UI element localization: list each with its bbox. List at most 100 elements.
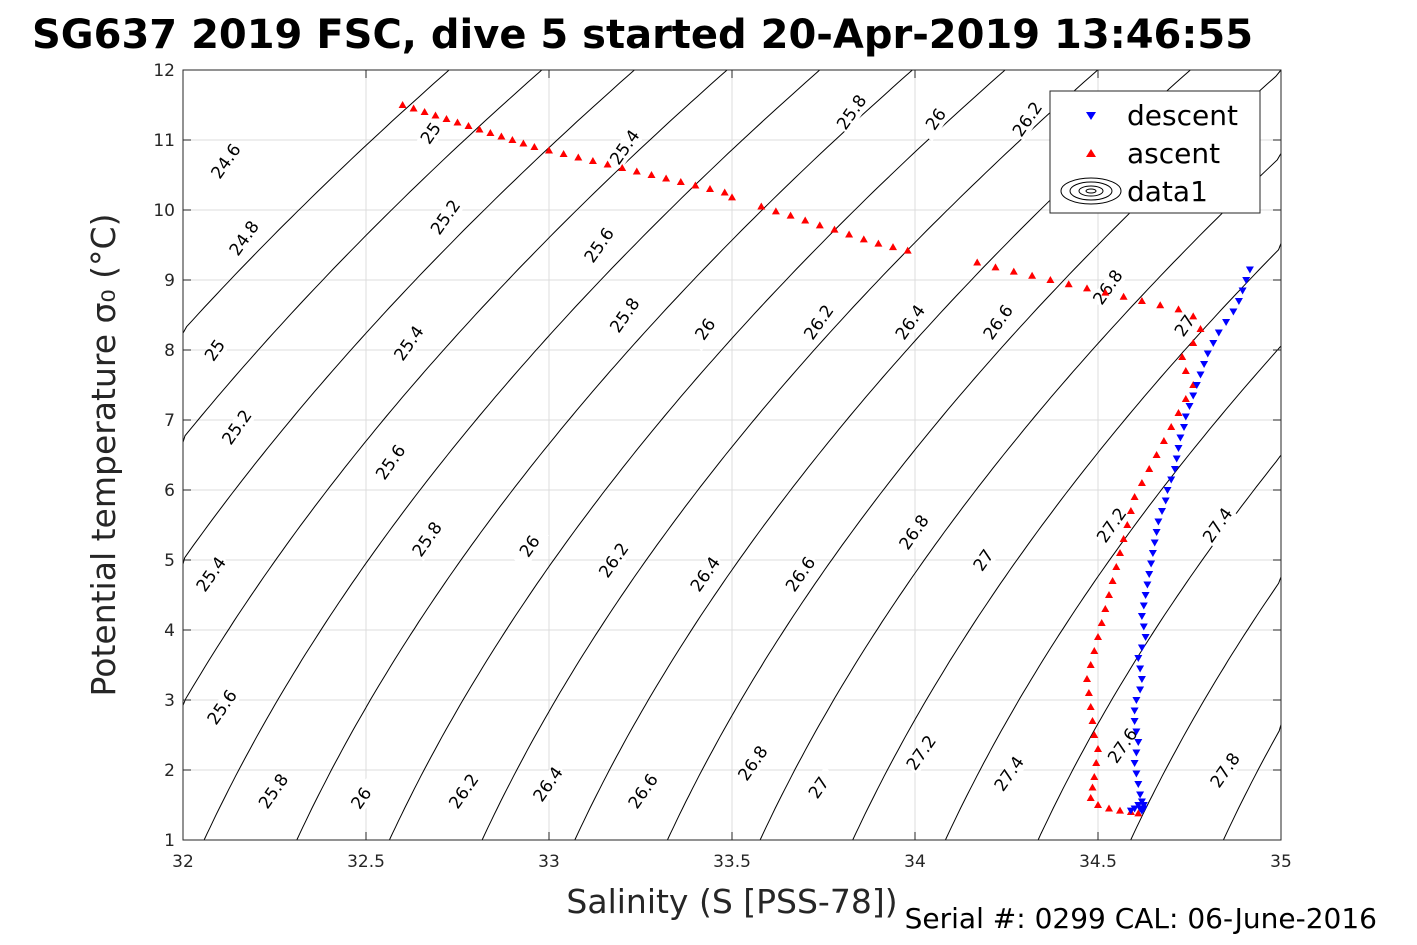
contour-line <box>296 69 913 841</box>
contour-label-bg <box>256 770 293 814</box>
ascent-point <box>728 193 736 201</box>
legend-descent-label: descent <box>1127 99 1238 132</box>
descent-point <box>1143 581 1152 589</box>
contour-label-bg <box>219 406 257 450</box>
descent-point <box>1181 413 1190 421</box>
ascent-point <box>508 136 517 143</box>
descent-point <box>1170 466 1179 473</box>
x-tick-label: 35 <box>1270 852 1292 872</box>
ascent-point <box>588 157 597 164</box>
contour-label-bg <box>896 511 934 555</box>
contour-label-group: 27 <box>1167 305 1205 348</box>
descent-point <box>1185 403 1194 410</box>
descent-point <box>1132 770 1141 778</box>
ascent-point <box>1189 339 1198 346</box>
descent-point <box>1139 602 1148 610</box>
ascent-point <box>603 160 612 168</box>
contour-label-bg <box>607 294 645 338</box>
contour-label-group: 26 <box>687 308 725 352</box>
contour-label-bg <box>892 301 930 345</box>
contour-label-bg <box>373 441 411 485</box>
contour-label-group: 27.2 <box>903 732 941 775</box>
descent-point <box>1145 571 1154 578</box>
ascent-point <box>1105 804 1113 812</box>
ascent-point <box>1119 292 1128 300</box>
contour-label-group: 27.4 <box>1199 504 1237 548</box>
contour-label-bg <box>1090 266 1128 310</box>
descent-point <box>1132 697 1141 704</box>
descent-point <box>1196 371 1205 379</box>
ascent-point <box>1090 731 1099 738</box>
legend-descent-marker <box>1086 112 1096 120</box>
contour-label-bg <box>1094 504 1132 548</box>
descent-point <box>1203 350 1212 358</box>
contour-line <box>203 69 821 841</box>
contour-label-group: 26.4 <box>530 763 568 807</box>
contour-label-group: 25.6 <box>581 224 619 268</box>
ascent-point <box>1152 451 1161 458</box>
descent-point <box>1229 308 1238 316</box>
descent-point <box>1174 445 1183 452</box>
descent-point <box>1139 623 1148 631</box>
ascent-point <box>1105 591 1113 598</box>
ascent-point <box>815 221 824 229</box>
ascent-point <box>559 150 568 157</box>
x-tick-label: 33 <box>538 852 560 872</box>
descent-point <box>1154 518 1163 526</box>
descent-point <box>1150 539 1159 547</box>
x-ticks: 32 32.5 33 33.5 34 34.5 35 <box>172 70 1292 872</box>
contour-label-bg <box>512 525 550 569</box>
contour-line <box>388 69 1006 841</box>
contour-label-group: 25.4 <box>193 553 231 597</box>
descent-point <box>1167 476 1176 484</box>
contour-label-bg <box>204 686 242 730</box>
descent-point <box>1192 382 1201 389</box>
contour-label-group: 26.6 <box>782 553 820 597</box>
descent-point <box>1134 781 1143 788</box>
contour-label-bg <box>1105 725 1143 768</box>
contour-label-group: 26 <box>512 525 550 569</box>
ascent-point <box>1088 717 1097 724</box>
x-tick-label: 34.5 <box>1079 852 1117 872</box>
contour-label-bg <box>903 732 941 775</box>
ascent-point <box>706 185 714 192</box>
ascent-point <box>1094 801 1102 808</box>
contour-label-bg <box>783 553 820 597</box>
legend-box <box>1049 90 1261 214</box>
descent-point <box>1137 676 1146 683</box>
contour-label-bg <box>409 518 447 562</box>
ascent-point <box>1189 312 1198 320</box>
contour-label-group: 26.4 <box>892 301 930 345</box>
contour-label-group: 26.2 <box>800 301 838 345</box>
ascent-point <box>830 225 839 233</box>
contour-line <box>944 326 1282 841</box>
ascent-point <box>1123 521 1132 528</box>
contour-line <box>182 69 543 455</box>
ascent-point <box>1086 661 1095 668</box>
contour-label-bg <box>446 770 484 814</box>
contour-label-group: 25.8 <box>833 91 871 135</box>
descent-point <box>1222 319 1231 326</box>
legend: descent ascent data1 <box>1049 90 1261 214</box>
ascent-point <box>618 164 627 171</box>
descent-point <box>1214 329 1223 337</box>
ascent-point <box>973 258 982 266</box>
x-tick-label: 34 <box>904 852 926 872</box>
descent-point <box>1209 340 1218 347</box>
y-tick-label: 10 <box>153 201 175 221</box>
ascent-point <box>1046 276 1055 283</box>
ascent-point <box>691 181 700 189</box>
contour-label-bg <box>391 322 429 366</box>
contour-label-bg <box>801 767 839 810</box>
ascent-point <box>903 246 912 254</box>
contour-label-bg <box>413 112 451 156</box>
legend-ascent-label: ascent <box>1127 137 1220 170</box>
ascent-point <box>1092 759 1101 766</box>
contour-label-group: 27.8 <box>1207 749 1245 793</box>
y-tick-label: 6 <box>164 481 175 501</box>
ascent-point <box>1028 271 1037 279</box>
serial-info: Serial #: 0299 CAL: 06-June-2016 <box>905 902 1377 935</box>
ascent-point <box>1174 305 1183 313</box>
y-tick-label: 9 <box>164 271 175 291</box>
ascent-point <box>1083 284 1091 292</box>
